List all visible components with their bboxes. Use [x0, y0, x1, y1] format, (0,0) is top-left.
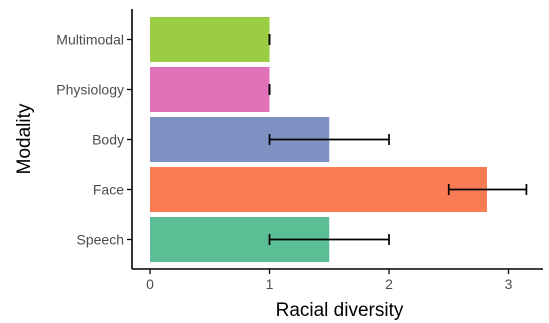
error-bar-speech — [268, 234, 390, 245]
bar-multimodal — [150, 17, 270, 62]
x-tick-label-1: 1 — [266, 276, 274, 292]
y-tick-label-face: Face — [93, 182, 124, 198]
x-tick-label-2: 2 — [385, 276, 393, 292]
y-tick-label-body: Body — [92, 132, 124, 148]
error-bar-body — [268, 134, 390, 145]
y-tick-label-physiology: Physiology — [56, 82, 124, 98]
y-axis-ticks: Multimodal Physiology Body Face Speech — [56, 32, 132, 248]
y-tick-label-speech: Speech — [77, 232, 124, 248]
bar-physiology — [150, 67, 270, 112]
error-bars-group — [268, 34, 528, 245]
x-axis-ticks: 0 1 2 3 — [146, 269, 513, 292]
bar-face — [150, 167, 487, 212]
x-tick-label-3: 3 — [505, 276, 513, 292]
bars-group — [150, 17, 487, 262]
x-axis-title: Racial diversity — [276, 300, 404, 321]
error-bar-face — [447, 184, 528, 195]
y-tick-label-multimodal: Multimodal — [56, 32, 124, 48]
y-axis-title: Modality — [14, 103, 35, 174]
x-tick-label-0: 0 — [146, 276, 154, 292]
